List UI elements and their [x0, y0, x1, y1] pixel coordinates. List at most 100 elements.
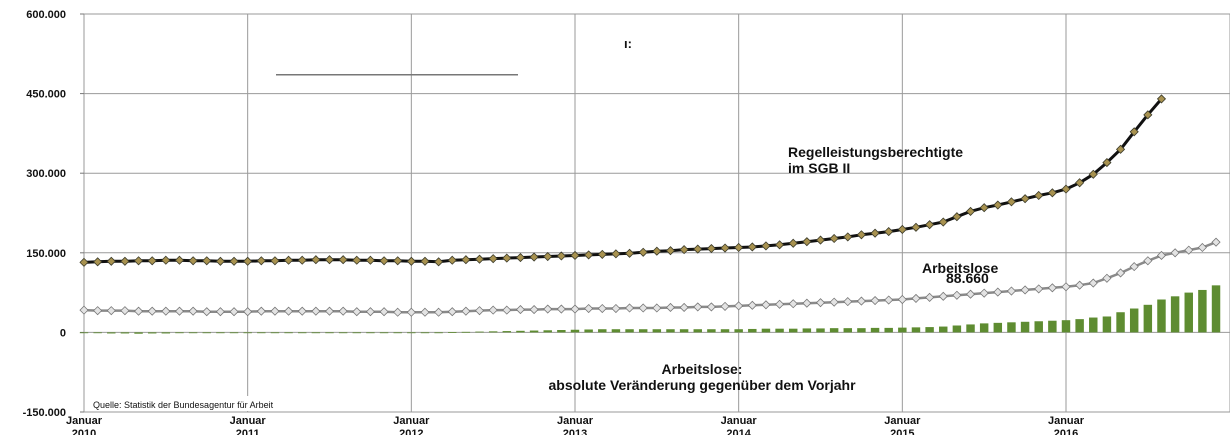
data-point [365, 255, 375, 265]
data-point [870, 295, 880, 306]
x-axis: Januar2010Januar2011Januar2012Januar2013… [66, 415, 1085, 435]
x-tick-label: Januar [393, 415, 430, 427]
x-tick-label: 2016 [1054, 428, 1078, 435]
bar [952, 325, 962, 333]
data-point [856, 230, 866, 240]
data-point [843, 232, 853, 242]
data-point [161, 255, 171, 265]
bar [448, 332, 457, 333]
bar [816, 328, 825, 333]
bar [666, 329, 675, 333]
data-point [270, 306, 280, 316]
bar [720, 329, 730, 333]
bar [529, 330, 539, 333]
bar [843, 328, 853, 333]
bar [1170, 296, 1180, 333]
data-point [270, 256, 280, 266]
bar [707, 329, 716, 333]
bar [611, 329, 621, 333]
bar [120, 332, 130, 334]
data-point [502, 305, 512, 315]
data-point [720, 243, 730, 253]
data-point [1006, 197, 1017, 207]
data-point [556, 251, 566, 261]
annotation-change-2: absolute Veränderung gegenüber dem Vorja… [548, 377, 856, 393]
title-fragment: ı: [624, 36, 632, 51]
data-point [1143, 110, 1153, 120]
data-point [1020, 285, 1030, 295]
data-point [515, 305, 526, 315]
data-point [638, 247, 648, 257]
x-tick-label: Januar [230, 415, 267, 427]
bar [379, 332, 389, 334]
data-point [543, 304, 553, 314]
data-point [1061, 184, 1071, 194]
data-point [856, 296, 866, 306]
bar [911, 327, 921, 333]
x-tick-label: Januar [1048, 415, 1085, 427]
data-point [1034, 190, 1044, 201]
source-note: Quelle: Statistik der Bundesagentur für … [93, 400, 274, 410]
data-point [938, 291, 948, 301]
bar [870, 327, 880, 333]
bar [1048, 320, 1057, 333]
data-point [215, 307, 225, 317]
plot-area [83, 13, 1230, 413]
data-point [965, 289, 976, 299]
data-point [447, 255, 457, 265]
data-point [815, 298, 826, 308]
annotation-sgb-1: Regelleistungsberechtigte [788, 144, 963, 160]
data-point [461, 306, 471, 316]
data-point [284, 306, 294, 316]
data-point [884, 227, 894, 237]
data-point [406, 256, 416, 266]
bar [857, 328, 866, 333]
bar [284, 332, 293, 334]
data-point [570, 250, 580, 261]
bar [748, 328, 757, 333]
data-point [788, 238, 798, 248]
data-point [870, 228, 880, 238]
data-point [120, 306, 130, 316]
data-point [202, 307, 212, 317]
bar [1075, 319, 1084, 333]
data-point [652, 246, 662, 256]
bar [802, 328, 812, 333]
bar [829, 328, 839, 333]
data-point [515, 253, 526, 263]
data-point [79, 305, 89, 315]
y-tick-label: -150.000 [23, 407, 66, 419]
data-point [925, 220, 935, 230]
bar [393, 332, 402, 334]
x-tick-label: 2013 [563, 428, 587, 435]
data-point [802, 298, 812, 308]
data-point [447, 307, 457, 317]
data-point [1156, 250, 1167, 261]
data-point [106, 256, 116, 266]
data-point [365, 307, 375, 317]
y-tick-label: 450.000 [26, 89, 66, 101]
data-point [1184, 245, 1194, 255]
data-point [93, 306, 103, 316]
data-point [1211, 237, 1221, 247]
data-point [693, 244, 703, 254]
data-point [665, 246, 676, 256]
data-point [679, 302, 689, 313]
bar [257, 332, 266, 334]
bar [352, 332, 362, 334]
data-point [815, 235, 826, 245]
data-point [393, 307, 403, 317]
data-point [215, 256, 225, 266]
bar [516, 330, 525, 333]
data-point [188, 256, 198, 266]
bar [325, 332, 334, 334]
bar [243, 332, 252, 334]
bar [734, 329, 743, 333]
data-point [529, 252, 539, 262]
bar [1061, 320, 1071, 333]
bar [693, 329, 702, 333]
data-point [1088, 278, 1098, 288]
data-point [174, 255, 185, 265]
data-point [1115, 144, 1126, 154]
data-point [843, 297, 853, 307]
